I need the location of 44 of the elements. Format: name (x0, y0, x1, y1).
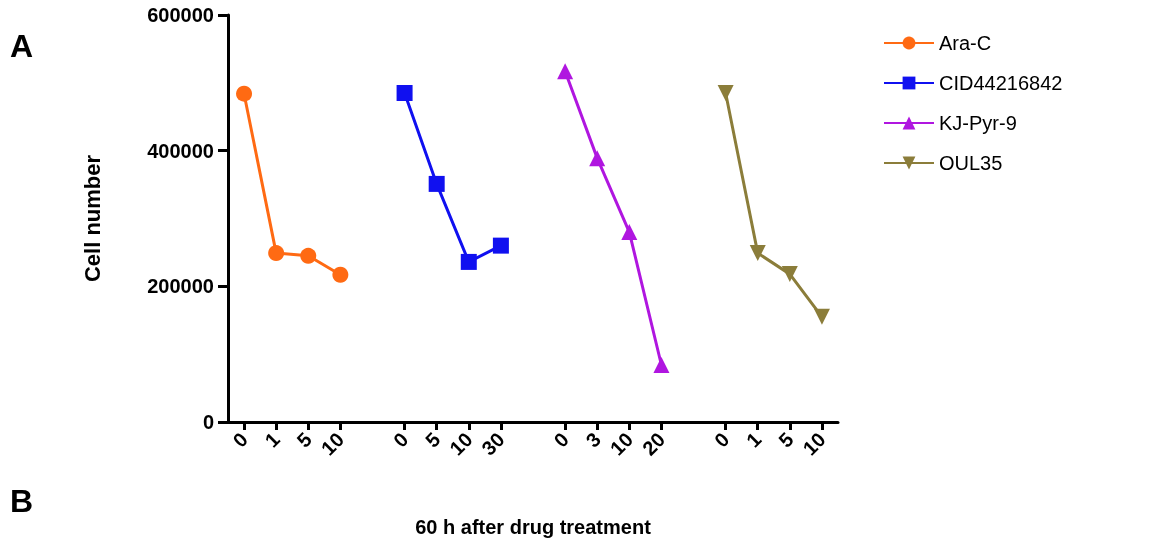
point (268, 245, 285, 262)
x-tick-label: 1 (742, 428, 766, 452)
x-tick-label: 5 (774, 428, 798, 452)
point (813, 308, 830, 325)
legend-label: OUL35 (939, 152, 1003, 174)
point (557, 63, 574, 80)
y-tick-label: 0 (202, 411, 214, 433)
point (717, 85, 734, 102)
y-tick-label: 200000 (147, 275, 214, 298)
y-tick-label: 400000 (147, 139, 214, 162)
point (332, 266, 349, 283)
point (428, 175, 445, 192)
x-tick-label: 5 (292, 428, 317, 452)
point (492, 237, 509, 254)
text: A (10, 28, 34, 64)
x-tick-label: 0 (709, 428, 734, 452)
point (300, 247, 317, 264)
legend-label: KJ-Pyr-9 (939, 112, 1017, 134)
text: B (10, 483, 34, 519)
x-tick-label: 30 (477, 428, 509, 460)
point (236, 85, 253, 102)
x-tick-label: 20 (637, 428, 670, 460)
y-axis-title: Cell number (79, 154, 105, 283)
x-tick-label: 3 (581, 428, 605, 452)
point (621, 224, 638, 241)
point (749, 245, 766, 262)
legend-label: CID44216842 (939, 72, 1063, 94)
legend-label: Ara-C (939, 32, 992, 54)
x-axis-title: 60 h after drug treatment (415, 516, 652, 538)
x-tick-label: 0 (549, 428, 573, 452)
x-tick-label: 10 (445, 428, 477, 460)
x-tick-label: 10 (316, 428, 349, 460)
point (460, 253, 477, 270)
point (653, 357, 670, 374)
point (781, 266, 798, 283)
x-tick-label: 5 (421, 428, 445, 452)
point (396, 85, 413, 102)
x-tick-label: 0 (388, 428, 413, 452)
y-tick-label: 600000 (147, 4, 214, 26)
point (589, 150, 606, 167)
x-tick-label: 10 (605, 428, 638, 460)
x-tick-label: 1 (260, 428, 284, 452)
x-tick-label: 0 (228, 428, 252, 452)
x-tick-label: 10 (798, 428, 830, 460)
